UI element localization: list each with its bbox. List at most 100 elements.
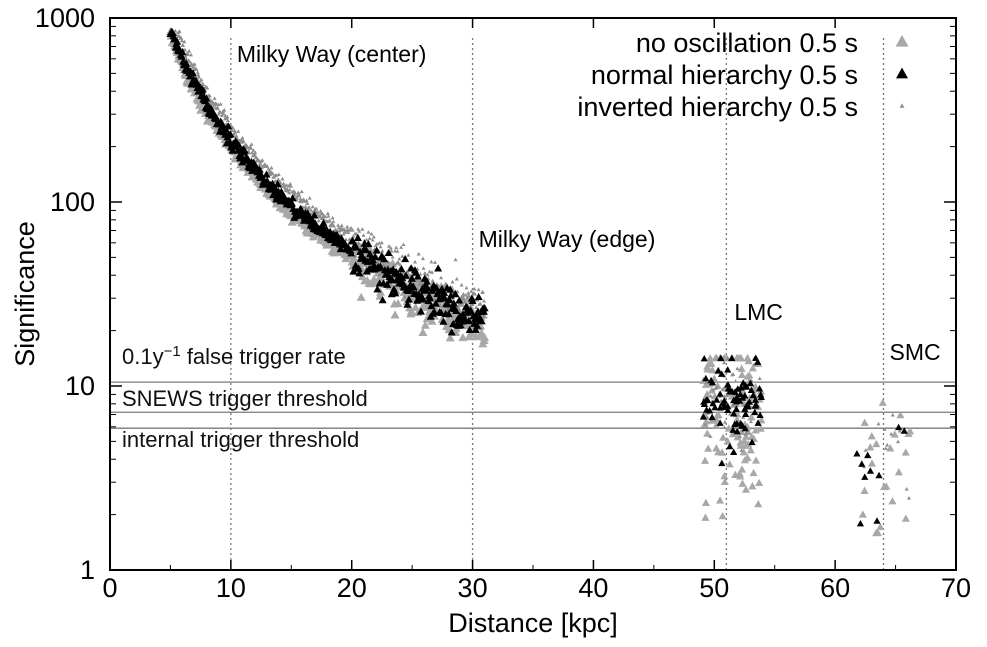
data-point (287, 190, 292, 195)
data-point (747, 386, 755, 394)
data-point (255, 165, 264, 173)
data-point (379, 240, 384, 245)
data-point (702, 417, 711, 425)
data-point (314, 206, 319, 211)
data-point (480, 333, 490, 342)
data-point (700, 354, 708, 362)
data-point (420, 320, 430, 329)
data-point (377, 272, 382, 276)
data-point (439, 317, 448, 325)
data-point (900, 427, 908, 434)
data-point (711, 403, 719, 411)
data-point (331, 223, 336, 228)
data-point (477, 317, 486, 325)
data-point (743, 383, 751, 390)
data-point (262, 170, 271, 178)
data-point (719, 399, 727, 407)
data-point (310, 204, 315, 209)
annotations: Milky Way (center) Milky Way (edge) LMC SMC… (122, 41, 941, 452)
data-point (188, 69, 197, 77)
data-point (351, 234, 356, 238)
axes (109, 17, 957, 571)
data-point (184, 56, 189, 61)
data-point (241, 139, 246, 144)
data-point (260, 158, 265, 162)
legend-label: inverted hierarchy 0.5 s (577, 92, 858, 122)
data-point (729, 426, 737, 433)
data-point (465, 325, 474, 334)
data-point (883, 446, 888, 450)
data-point (906, 427, 915, 435)
data-point (427, 316, 437, 325)
threshold-label: internal trigger threshold (122, 427, 359, 452)
y-tick-label: 1000 (35, 3, 95, 33)
data-point (748, 482, 757, 490)
data-point (447, 328, 456, 336)
data-point (263, 176, 272, 185)
data-point (751, 456, 761, 464)
data-point (744, 402, 752, 410)
data-point (367, 236, 372, 240)
data-point (191, 76, 200, 85)
data-point (276, 172, 281, 177)
data-point (345, 224, 350, 229)
x-axis-title: Distance [kpc] (448, 608, 618, 638)
data-point (347, 249, 356, 257)
data-point (465, 295, 470, 300)
data-point (354, 264, 363, 272)
data-point (479, 307, 488, 315)
data-point (756, 411, 764, 419)
data-point (364, 237, 369, 242)
data-point (856, 519, 865, 527)
data-point (714, 366, 722, 374)
data-point (751, 408, 759, 416)
data-point (712, 421, 721, 429)
data-point (876, 522, 885, 531)
data-point (195, 70, 200, 74)
data-point (429, 259, 434, 264)
data-point (336, 244, 345, 253)
data-point (316, 218, 321, 223)
galaxy-label: LMC (734, 299, 783, 325)
data-point (699, 413, 708, 420)
data-point (896, 439, 901, 444)
data-point (873, 517, 881, 524)
data-point (258, 162, 263, 166)
data-point (888, 497, 897, 505)
data-point (331, 219, 336, 224)
data-point (420, 256, 425, 261)
x-tick-label: 10 (216, 573, 246, 603)
data-point (422, 277, 431, 285)
y-tick-label: 10 (65, 371, 95, 401)
data-point (182, 39, 187, 44)
data-point (346, 230, 351, 234)
data-point (470, 302, 475, 306)
data-point (353, 233, 362, 241)
data-point (339, 223, 344, 228)
data-point (443, 300, 452, 308)
data-point (325, 211, 330, 216)
data-point (720, 403, 728, 410)
data-point (890, 412, 895, 417)
data-point (472, 291, 477, 296)
x-tick-label: 0 (102, 573, 117, 603)
data-point (401, 242, 406, 247)
data-point (317, 213, 322, 218)
y-tick-label: 1 (80, 555, 95, 585)
data-point (718, 512, 727, 520)
data-point (425, 272, 430, 277)
data-point (349, 267, 358, 275)
tick-labels: 0 10 20 30 40 50 60 70 1 10 100 1000 (35, 3, 971, 603)
data-point (444, 310, 453, 318)
data-point (299, 189, 304, 194)
data-point (345, 227, 350, 232)
data-point (757, 391, 765, 398)
data-point (701, 380, 711, 388)
data-point (873, 528, 882, 537)
data-point (897, 428, 902, 433)
data-point (196, 72, 201, 77)
data-point (740, 456, 750, 464)
data-point (182, 47, 187, 52)
